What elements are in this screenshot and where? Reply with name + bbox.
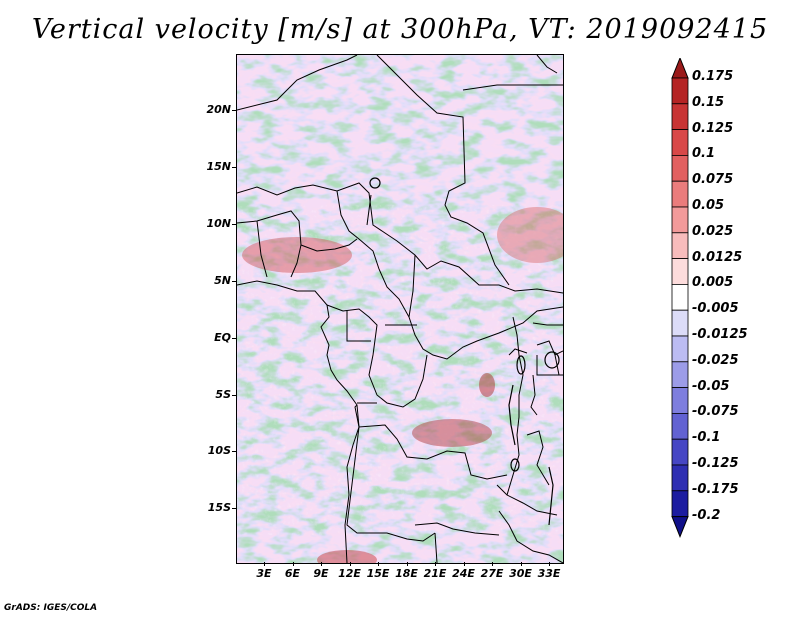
lon-label: 27E [480,567,504,580]
lake-outlines [369,177,560,526]
lake-victoria [544,351,560,369]
colorbar-label: -0.005 [692,301,739,317]
lake-albert [516,355,526,375]
lat-tick [232,338,237,339]
lon-label: 9E [313,567,329,580]
lon-label: 30E [509,567,532,580]
colorbar-bin [671,258,689,285]
lat-tick [232,508,237,509]
map-panel [236,54,564,564]
lat-label: 10N [206,217,231,230]
lon-tick [378,562,379,566]
lat-label: EQ [214,331,231,344]
lat-tick [232,167,237,168]
lon-tick [520,562,522,566]
lon-tick [406,562,408,566]
map-title: Vertical velocity [m/s] at 300hPa, VT: 2… [31,14,769,45]
colorbar-label: 0.175 [692,69,734,84]
lon-label: 21E [423,567,447,580]
colorbar-label: 0.0125 [692,249,743,265]
lon-label: 15E [366,567,390,580]
colorbar-bin [671,438,689,466]
vertical-velocity-map [237,55,563,563]
convective-patch [497,207,563,263]
colorbar-label: 0.05 [692,198,725,213]
lake-tanganyika [508,384,516,446]
lat-tick [232,110,237,111]
lake-chad [369,177,381,189]
colorbar-min-arrow [671,516,689,538]
lat-label: 15N [206,160,231,173]
colorbar-bin [671,232,689,260]
colorbar-bin [671,155,689,182]
lake-mweru [510,458,520,472]
convective-patch [479,373,495,397]
colorbar-bin [671,412,689,440]
country-borders [237,55,563,563]
convective-patch [412,419,492,447]
lon-tick [321,562,322,566]
lat-tick [232,281,237,282]
lon-label: 18E [395,567,418,580]
lon-label: 12E [338,567,361,580]
colorbar-bin [671,335,689,363]
colorbar-label: 0.1 [692,146,716,162]
lat-label: 20N [206,103,231,116]
colorbar-label: -0.0125 [692,327,748,342]
colorbar-bin [671,77,689,105]
colorbar-max-arrow [671,58,689,79]
colorbar-bin [671,464,689,492]
colorbar-label: 0.125 [692,120,734,136]
colorbar-label: -0.2 [692,507,721,523]
lat-label: 5N [214,274,231,287]
colorbar-bin [671,283,689,311]
lon-tick [349,562,351,566]
lat-tick [232,224,237,225]
colorbar-bin [671,206,689,234]
lat-label: 10S [207,444,231,457]
lat-label: 15S [207,501,231,514]
lat-tick [232,395,237,396]
lat-label: 5S [215,388,231,401]
lat-tick [232,451,237,452]
lon-label: 6E [284,567,301,580]
colorbar-label: 0.025 [692,223,734,239]
lon-label: 24E [452,567,475,580]
colorbar-label: -0.175 [692,481,739,497]
convective-noise [237,205,563,535]
colorbar-bin [671,309,689,337]
lon-tick [463,562,465,566]
colorbar-label: -0.125 [692,456,739,471]
colorbar-bin [671,129,689,156]
colorbar-label: 0.005 [692,275,734,291]
credit-text: GrADS: IGES/COLA [4,603,98,613]
colorbar-bin [671,361,689,388]
lon-tick [435,562,436,566]
colorbar-bin [671,387,689,414]
lon-label: 3E [256,567,272,580]
lon-tick [292,562,294,566]
colorbar-bin [671,103,689,130]
lake-malawi [548,466,554,526]
colorbar-bin [671,490,689,517]
colorbar-bin [671,180,689,208]
colorbar-label: 0.075 [692,172,734,188]
colorbar-label: 0.15 [692,94,725,110]
lon-tick [492,562,493,566]
colorbar-label: -0.05 [692,378,730,394]
colorbar-label: -0.075 [692,404,739,420]
lon-tick [549,562,550,566]
lon-label: 33E [537,567,561,580]
colorbar-label: -0.1 [692,430,721,446]
colorbar-graphic [671,58,689,538]
convective-patch [242,237,352,273]
colorbar-label: -0.025 [692,352,739,368]
lon-tick [264,562,265,566]
